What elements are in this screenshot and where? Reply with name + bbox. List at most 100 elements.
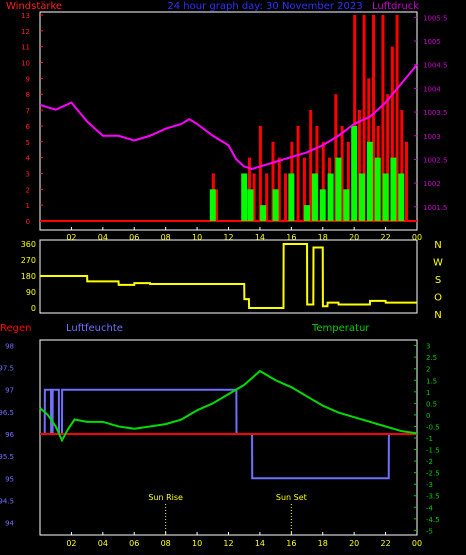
gust-bar	[359, 173, 366, 221]
humidity-label: Luftfeuchte	[66, 323, 123, 334]
hour-tick-label: 20	[349, 539, 359, 548]
compass-label: N	[434, 240, 441, 251]
hour-tick-label: 14	[255, 539, 265, 548]
direction-tick-label: 0	[31, 304, 36, 313]
hour-tick-label: 06	[129, 539, 139, 548]
temperature-tick-label: 0.5	[426, 400, 437, 408]
direction-tick-label: 270	[21, 256, 36, 265]
humidity-tick-label: 97	[5, 387, 14, 395]
temperature-tick-label: 3	[426, 343, 430, 351]
gust-bar	[343, 189, 350, 221]
gust-bar	[398, 173, 405, 221]
wind-bar	[340, 125, 344, 221]
pressure-axis-title: Luftdruck	[372, 1, 419, 12]
wind-tick-label: 4	[26, 155, 31, 163]
wind-tick-label: 13	[21, 12, 30, 20]
wind-tick-label: 8	[26, 91, 30, 99]
gust-bar	[351, 125, 358, 221]
direction-panel-frame	[39, 239, 418, 314]
temperature-tick-label: 2.5	[426, 354, 437, 362]
temperature-tick-label: -2	[426, 458, 433, 466]
sun-annotation-label: Sun Rise	[148, 493, 183, 502]
wind-bar	[405, 141, 409, 221]
hour-tick-label: 12	[223, 539, 233, 548]
temperature-tick-label: -0.5	[426, 423, 440, 431]
hour-tick-label: 08	[161, 539, 171, 548]
hour-tick-label: 18	[318, 233, 328, 242]
wind-bar	[357, 110, 361, 221]
temperature-tick-label: -5	[426, 527, 433, 535]
pressure-tick-label: 1005	[423, 38, 441, 46]
wind-tick-label: 11	[21, 44, 30, 52]
climate-panel-frame	[39, 339, 418, 536]
wind-tick-label: 9	[26, 75, 30, 83]
wind-tick-label: 3	[26, 170, 30, 178]
temperature-tick-label: 0	[426, 412, 430, 420]
wind-bar	[284, 173, 288, 221]
wind-bar	[395, 15, 399, 221]
humidity-tick-label: 94	[5, 520, 14, 528]
humidity-tick-label: 97.5	[0, 365, 14, 373]
hour-tick-label: 02	[66, 233, 76, 242]
hour-tick-label: 12	[223, 233, 233, 242]
wind-tick-label: 0	[26, 218, 30, 226]
wind-bar	[309, 110, 313, 221]
temperature-tick-label: -3.5	[426, 493, 440, 501]
hour-tick-label: 00	[412, 539, 422, 548]
humidity-tick-label: 96	[5, 431, 14, 439]
pressure-tick-label: 1003.5	[423, 109, 448, 117]
wind-bar	[372, 15, 376, 221]
humidity-tick-label: 96.5	[0, 409, 14, 417]
wind-bar	[277, 157, 281, 221]
gust-bar	[304, 205, 311, 221]
temperature-tick-label: -1	[426, 435, 433, 443]
temperature-tick-label: 2	[426, 366, 430, 374]
gust-bar	[366, 141, 373, 221]
gust-bar	[272, 189, 279, 221]
humidity-tick-label: 98	[5, 342, 14, 350]
gust-bar	[374, 157, 381, 221]
gust-bar	[335, 157, 342, 221]
hour-tick-label: 00	[412, 233, 422, 242]
wind-bar	[362, 15, 366, 221]
temperature-line	[39, 369, 418, 443]
wind-bar	[321, 141, 325, 221]
temperature-tick-label: -1.5	[426, 447, 440, 455]
compass-label: S	[435, 275, 441, 286]
wind-bar	[296, 125, 300, 221]
pressure-tick-label: 1002	[423, 180, 441, 188]
hour-tick-label: 10	[192, 233, 202, 242]
hour-tick-label: 04	[98, 539, 108, 548]
gust-bar	[327, 173, 334, 221]
hour-tick-label: 22	[380, 233, 390, 242]
compass-label: W	[433, 258, 443, 269]
humidity-tick-label: 95.5	[0, 453, 14, 461]
temperature-tick-label: 1	[426, 389, 430, 397]
hour-tick-label: 06	[129, 233, 139, 242]
hour-tick-label: 16	[286, 539, 296, 548]
direction-tick-label: 360	[21, 240, 36, 249]
wind-bar	[252, 173, 256, 221]
hour-tick-label: 16	[286, 233, 296, 242]
gust-bar	[382, 173, 389, 221]
wind-axis-title: Windstärke	[6, 1, 62, 12]
temperature-tick-label: -4.5	[426, 516, 440, 524]
compass-label: O	[434, 293, 442, 304]
gust-bar	[390, 157, 397, 221]
pressure-tick-label: 1004.5	[423, 62, 448, 70]
gust-bar	[288, 173, 295, 221]
gust-bar	[241, 173, 248, 221]
rain-label: Regen	[0, 323, 32, 334]
pressure-tick-label: 1003	[423, 133, 441, 141]
gust-bar	[260, 205, 267, 221]
wind-bar	[390, 46, 394, 221]
wind-tick-label: 12	[21, 28, 30, 36]
hour-tick-label: 04	[98, 233, 108, 242]
gust-bar	[319, 189, 326, 221]
hour-tick-label: 14	[255, 233, 265, 242]
wind-tick-label: 10	[21, 60, 30, 68]
chart-title: 24 hour graph day: 30 November 2023	[167, 1, 362, 12]
wind-bar	[346, 141, 350, 221]
temperature-tick-label: 1.5	[426, 377, 437, 385]
